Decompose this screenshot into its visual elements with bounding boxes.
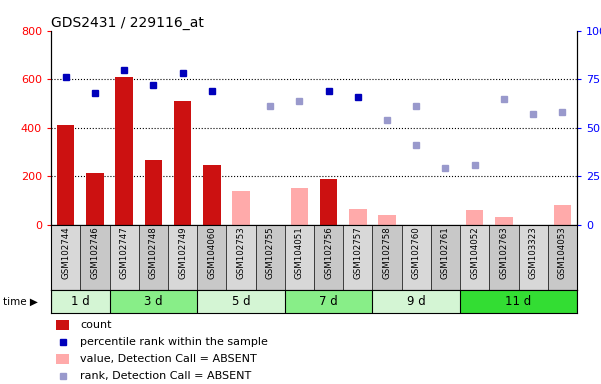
- Text: GSM104052: GSM104052: [470, 227, 479, 279]
- Text: GSM102757: GSM102757: [353, 227, 362, 279]
- Text: 1 d: 1 d: [71, 295, 90, 308]
- Text: GSM102758: GSM102758: [383, 227, 392, 279]
- Bar: [291, 188, 308, 225]
- Bar: [81, 225, 109, 290]
- Bar: [554, 205, 571, 225]
- Text: rank, Detection Call = ABSENT: rank, Detection Call = ABSENT: [80, 371, 251, 381]
- Text: GSM102756: GSM102756: [324, 227, 333, 279]
- Bar: [203, 165, 221, 225]
- Text: GSM102753: GSM102753: [236, 227, 245, 279]
- Text: 9 d: 9 d: [407, 295, 426, 308]
- Text: time ▶: time ▶: [3, 296, 38, 306]
- Bar: [197, 225, 227, 290]
- Text: GSM102747: GSM102747: [120, 227, 129, 279]
- Bar: [378, 215, 396, 225]
- Bar: [519, 225, 548, 290]
- Bar: [548, 225, 577, 290]
- Bar: [109, 225, 139, 290]
- Text: 7 d: 7 d: [319, 295, 338, 308]
- Bar: [343, 225, 373, 290]
- Bar: [431, 225, 460, 290]
- Bar: [139, 225, 168, 290]
- Text: GSM103323: GSM103323: [529, 227, 538, 279]
- Bar: [168, 225, 197, 290]
- Bar: [51, 225, 81, 290]
- Bar: [401, 225, 431, 290]
- Text: percentile rank within the sample: percentile rank within the sample: [80, 337, 268, 347]
- Text: GSM102744: GSM102744: [61, 227, 70, 279]
- Text: GSM102763: GSM102763: [499, 227, 508, 279]
- Bar: [349, 209, 367, 225]
- Bar: [145, 161, 162, 225]
- Bar: [314, 225, 343, 290]
- Bar: [174, 101, 191, 225]
- Text: GSM102749: GSM102749: [178, 227, 187, 279]
- Bar: [373, 290, 460, 313]
- Bar: [460, 225, 489, 290]
- Bar: [285, 225, 314, 290]
- Text: GSM102755: GSM102755: [266, 227, 275, 279]
- Bar: [227, 225, 255, 290]
- Bar: [466, 210, 483, 225]
- Text: GSM104051: GSM104051: [295, 227, 304, 279]
- Bar: [255, 225, 285, 290]
- Text: value, Detection Call = ABSENT: value, Detection Call = ABSENT: [80, 354, 257, 364]
- FancyBboxPatch shape: [56, 354, 70, 364]
- Text: GSM102746: GSM102746: [90, 227, 99, 279]
- Bar: [197, 290, 285, 313]
- Text: GSM102760: GSM102760: [412, 227, 421, 279]
- Bar: [373, 225, 401, 290]
- Text: GSM102748: GSM102748: [149, 227, 158, 279]
- Bar: [109, 290, 197, 313]
- Bar: [115, 77, 133, 225]
- Text: 3 d: 3 d: [144, 295, 163, 308]
- Text: count: count: [80, 320, 112, 330]
- Bar: [460, 290, 577, 313]
- Text: GSM102761: GSM102761: [441, 227, 450, 279]
- Bar: [232, 191, 250, 225]
- Text: GSM104060: GSM104060: [207, 227, 216, 279]
- Bar: [285, 290, 373, 313]
- Bar: [51, 290, 109, 313]
- Bar: [86, 172, 103, 225]
- FancyBboxPatch shape: [56, 321, 70, 330]
- Text: 11 d: 11 d: [505, 295, 532, 308]
- Text: GSM104053: GSM104053: [558, 227, 567, 279]
- Bar: [57, 125, 75, 225]
- Text: GDS2431 / 229116_at: GDS2431 / 229116_at: [51, 16, 204, 30]
- Bar: [489, 225, 519, 290]
- Bar: [495, 217, 513, 225]
- Bar: [320, 179, 337, 225]
- Text: 5 d: 5 d: [231, 295, 250, 308]
